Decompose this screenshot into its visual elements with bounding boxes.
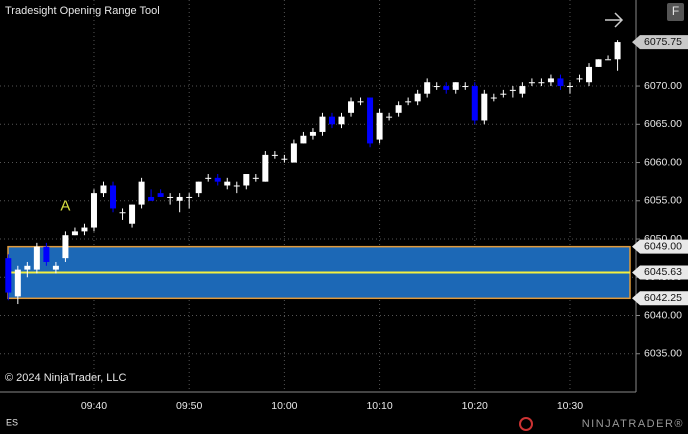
candle-body — [262, 154, 269, 182]
candle-body — [176, 196, 183, 201]
candle-body — [519, 86, 526, 94]
candle-body — [214, 177, 221, 182]
x-tick-label: 10:30 — [557, 400, 583, 412]
candle-body — [195, 181, 202, 194]
candle-body — [357, 101, 364, 103]
candle-body — [348, 101, 355, 113]
candle-body — [367, 97, 374, 144]
candle-body — [595, 59, 602, 67]
candle-body — [328, 116, 335, 125]
candle-body — [271, 154, 278, 156]
price-marker — [632, 291, 688, 306]
annotation: A — [60, 197, 70, 214]
candle-body — [424, 82, 431, 94]
price-marker — [632, 239, 688, 254]
candle-body — [395, 105, 402, 113]
candle-body — [100, 185, 107, 194]
candle-body — [557, 78, 564, 87]
candle-body — [290, 143, 297, 163]
y-tick-label: 6070.00 — [644, 80, 682, 92]
candle-body — [24, 265, 31, 270]
candle-body — [52, 265, 59, 270]
candle-body — [605, 59, 612, 61]
candle-body — [157, 193, 164, 197]
candle-body — [433, 86, 440, 88]
candle-body — [319, 116, 326, 132]
candle-body — [43, 246, 50, 262]
copyright: © 2024 NinjaTrader, LLC — [5, 372, 126, 384]
candle-body — [414, 93, 421, 102]
chart-title: Tradesight Opening Range Tool — [5, 5, 160, 17]
y-tick-label: 6055.00 — [644, 195, 682, 207]
candle-body — [509, 89, 516, 91]
x-tick-label: 10:00 — [271, 400, 297, 412]
brand: NINJATRADER® — [582, 418, 684, 430]
candle-body — [443, 86, 450, 90]
candle-body — [300, 135, 307, 144]
candle-body — [5, 258, 12, 293]
y-tick-label: 6035.00 — [644, 348, 682, 360]
candle-body — [71, 231, 78, 236]
price-marker — [632, 35, 688, 50]
candle-body — [110, 185, 117, 209]
candle-body — [566, 86, 573, 88]
candle-body — [129, 204, 136, 224]
price-marker-label: 6042.25 — [644, 292, 682, 304]
arrow-icon[interactable] — [605, 12, 624, 28]
price-marker-label: 6045.63 — [644, 266, 682, 278]
candle-body — [33, 246, 40, 270]
candle-body — [452, 82, 459, 90]
candle-body — [547, 78, 554, 83]
x-tick-label: 10:10 — [366, 400, 392, 412]
y-tick-label: 6040.00 — [644, 309, 682, 321]
candle-body — [81, 227, 88, 232]
candle-body — [281, 158, 288, 160]
candle-body — [481, 93, 488, 121]
candle-body — [90, 193, 97, 228]
candle-body — [138, 181, 145, 205]
candle-body — [205, 177, 212, 179]
candle-body — [471, 86, 478, 121]
button-label: F — [672, 4, 679, 18]
x-tick-label: 09:40 — [81, 400, 107, 412]
candle-body — [243, 174, 250, 186]
candle-body — [186, 196, 193, 198]
candle-body — [614, 42, 621, 60]
brand-logo — [519, 417, 533, 431]
candle-body — [490, 97, 497, 99]
price-marker-label: 6049.00 — [644, 240, 682, 252]
candle-body — [576, 78, 583, 80]
candle-body — [309, 131, 316, 136]
y-tick-label: 6065.00 — [644, 118, 682, 130]
candle-body — [376, 112, 383, 140]
candle-body — [148, 196, 155, 201]
candle-body — [586, 66, 593, 83]
candle-body — [252, 177, 259, 179]
candle-body — [405, 101, 412, 103]
candle-body — [528, 82, 535, 84]
candle-body — [14, 269, 21, 297]
candle-body — [119, 212, 126, 214]
x-tick-label: 09:50 — [176, 400, 202, 412]
candle-body — [338, 116, 345, 125]
instrument: ES — [6, 417, 18, 427]
price-marker — [632, 265, 688, 280]
y-tick-label: 6060.00 — [644, 156, 682, 168]
candle-body — [386, 116, 393, 118]
candle-body — [538, 82, 545, 84]
price-marker-label: 6075.75 — [644, 36, 682, 48]
x-tick-label: 10:20 — [462, 400, 488, 412]
candle-body — [62, 235, 69, 259]
button[interactable] — [667, 3, 684, 21]
candle-body — [233, 185, 240, 187]
candle-body — [500, 93, 507, 95]
candle-body — [167, 196, 174, 198]
candle-body — [462, 86, 469, 88]
candle-body — [224, 181, 231, 186]
